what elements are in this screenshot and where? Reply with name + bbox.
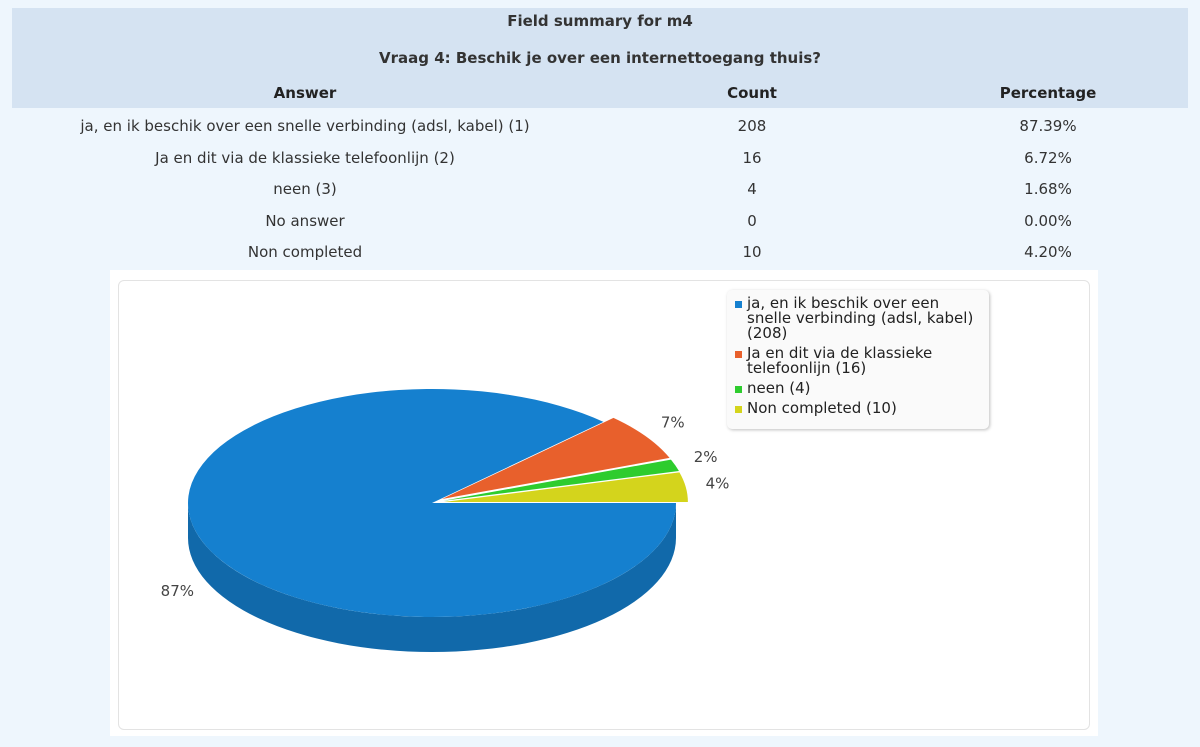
- table-cell: No answer: [265, 211, 345, 230]
- table-cell: 16: [742, 148, 762, 167]
- table-cell: 4.20%: [1024, 243, 1072, 261]
- chart-panel: 87% 7% 2% 4% ja, en ik beschik over een sne…: [110, 270, 1098, 736]
- slice: [188, 389, 677, 617]
- legend-label: ja, en ik beschik over een snelle verbin…: [747, 294, 974, 342]
- table-cell: Ja en dit via de klassieke telefoonlijn …: [155, 148, 455, 167]
- table-cell: 10: [742, 243, 762, 261]
- slice: [443, 472, 688, 503]
- legend-item: Non completed (10): [733, 401, 983, 416]
- table-cell: neen (3): [273, 180, 337, 198]
- legend-swatch: [735, 406, 742, 413]
- table-cell: 208: [737, 117, 767, 135]
- slice-label: 7%: [661, 413, 685, 431]
- column-header: Answer: [273, 84, 337, 102]
- slice-label: 4%: [706, 474, 730, 492]
- table-cell: 1.68%: [1024, 180, 1072, 198]
- table-cell: 6.72%: [1024, 148, 1072, 167]
- column-header: Count: [727, 84, 777, 102]
- table-cell: 87.39%: [1019, 117, 1077, 135]
- legend-swatch: [735, 301, 742, 308]
- header-band: [12, 8, 1188, 108]
- slice: [442, 417, 670, 500]
- slice-label: 2%: [694, 448, 718, 466]
- title: Field summary for m4: [507, 12, 693, 30]
- legend-item: ja, en ik beschik over een snelle verbin…: [733, 296, 983, 341]
- legend-label: neen (4): [747, 379, 811, 397]
- table-cell: ja, en ik beschik over een snelle verbin…: [80, 117, 530, 135]
- table-cell: 0.00%: [1024, 211, 1072, 230]
- legend-label: Ja en dit via de klassieke telefoonlijn …: [747, 344, 933, 377]
- table-cell: Non completed: [247, 243, 363, 261]
- legend-swatch: [735, 351, 742, 358]
- slice: [443, 459, 679, 501]
- column-header: Percentage: [999, 84, 1097, 102]
- legend-label: Non completed (10): [747, 399, 897, 417]
- chart-frame: [118, 280, 1090, 730]
- slice-label: 87%: [161, 582, 194, 600]
- table-cell: 0: [747, 211, 757, 230]
- legend-item: Ja en dit via de klassieke telefoonlijn …: [733, 346, 983, 376]
- question: Vraag 4: Beschik je over een internettoe…: [378, 49, 822, 67]
- table-cell: 4: [747, 180, 757, 198]
- legend-swatch: [735, 386, 742, 393]
- legend: ja, en ik beschik over een snelle verbin…: [727, 290, 989, 429]
- slice-side: [188, 503, 676, 652]
- legend-item: neen (4): [733, 381, 983, 396]
- chart: 87% 7% 2% 4%: [161, 389, 730, 652]
